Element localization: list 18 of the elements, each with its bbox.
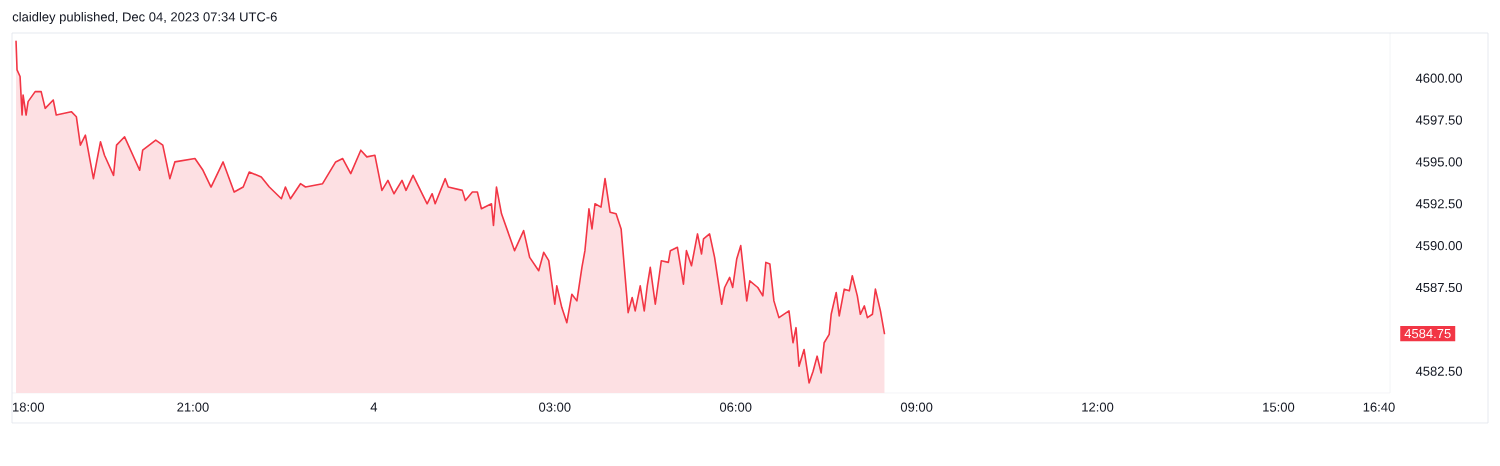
x-tick-label: 16:40	[1363, 402, 1395, 412]
chart-title: claidley published, Dec 04, 2023 07:34 UTC-6	[12, 11, 277, 25]
y-tick-label: 4595.00	[1415, 157, 1463, 167]
y-tick-label: 4590.00	[1415, 241, 1463, 251]
x-tick-label: 21:00	[177, 402, 209, 412]
x-tick-label: 09:00	[900, 402, 933, 412]
y-tick-label: 4587.50	[1415, 282, 1463, 293]
x-tick-label: 06:00	[719, 402, 752, 412]
y-tick-label: 4592.50	[1415, 199, 1463, 209]
x-tick-label: 15:00	[1263, 402, 1295, 412]
y-tick-label: 4582.50	[1415, 366, 1463, 376]
x-tick-label: 18:00	[13, 402, 45, 412]
x-tick-label: 03:00	[539, 402, 571, 412]
y-tick-label: 4597.50	[1415, 115, 1463, 125]
x-tick-label: 12:00	[1082, 402, 1114, 412]
x-tick-label: 4	[370, 402, 378, 412]
y-tick-label: 4600.00	[1415, 73, 1463, 83]
text: 4584.75	[1404, 328, 1451, 339]
